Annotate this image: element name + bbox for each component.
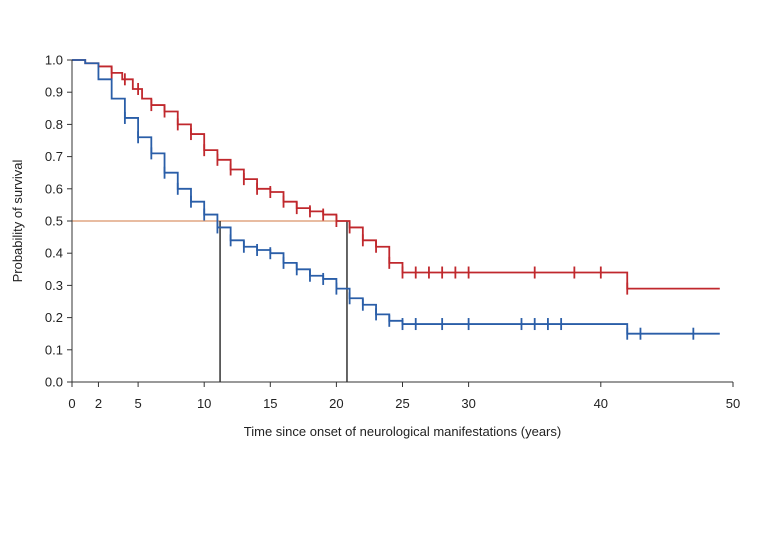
median-reference-lines	[72, 220, 348, 382]
x-tick-label: 10	[197, 396, 211, 411]
survival-series	[72, 59, 720, 340]
x-tick-label: 5	[134, 396, 141, 411]
x-tick-label: 40	[594, 396, 608, 411]
x-tick-label: 2	[95, 396, 102, 411]
x-tick-label: 25	[395, 396, 409, 411]
x-tick-label: 30	[461, 396, 475, 411]
survival-curves	[72, 59, 720, 340]
y-tick-label: 0.7	[45, 149, 63, 164]
y-tick-label: 0.0	[45, 375, 63, 390]
x-tick-label: 0	[68, 396, 75, 411]
y-tick-label: 0.2	[45, 310, 63, 325]
y-tick-label: 1.0	[45, 53, 63, 68]
x-axis-title: Time since onset of neurological manifes…	[244, 424, 561, 439]
survival-curve-line	[72, 59, 720, 335]
y-tick-label: 0.3	[45, 278, 63, 293]
x-tick-label: 20	[329, 396, 343, 411]
y-axis-title: Probability of survival	[10, 159, 25, 282]
x-tick-label: 15	[263, 396, 277, 411]
axis-ticks: 0 2 5 10 15 20 25 30 40 500.00.10.20.30.40.50.60.…	[45, 53, 740, 412]
y-tick-label: 0.6	[45, 181, 63, 196]
y-tick-label: 0.5	[45, 214, 63, 229]
survival-curve-line	[72, 59, 720, 290]
y-tick-label: 0.9	[45, 85, 63, 100]
y-tick-label: 0.8	[45, 117, 63, 132]
survival-series	[72, 59, 720, 295]
y-tick-label: 0.1	[45, 342, 63, 357]
y-tick-label: 0.4	[45, 246, 63, 261]
x-tick-label: 50	[726, 396, 740, 411]
